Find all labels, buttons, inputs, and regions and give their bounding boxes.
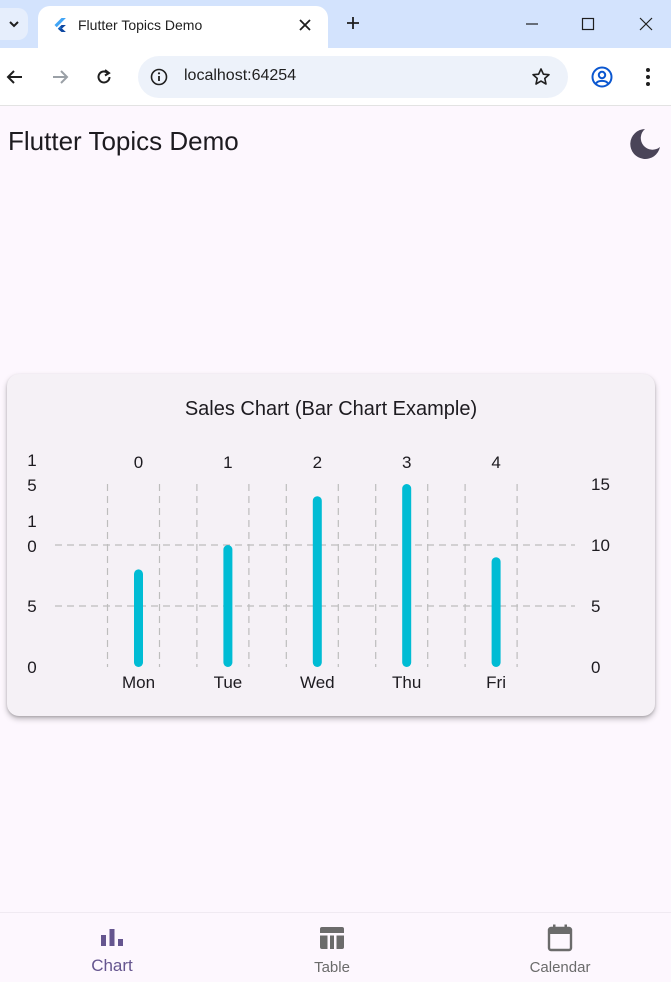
y-tick-label-right: 10 [591, 536, 610, 555]
close-icon [639, 17, 653, 31]
nav-label-chart: Chart [0, 956, 224, 976]
tab-search-button[interactable] [0, 8, 28, 40]
back-button[interactable] [0, 62, 30, 92]
maximize-button[interactable] [573, 10, 603, 38]
bar-chart-icon [97, 923, 127, 953]
address-bar[interactable]: localhost:64254 [138, 56, 568, 98]
table-icon [317, 923, 347, 953]
sales-chart-card: Sales Chart (Bar Chart Example) Mon Tue We… [7, 374, 655, 716]
bar-tue [223, 545, 232, 667]
nav-item-chart[interactable]: Chart [0, 913, 224, 982]
nav-label-table: Table [220, 959, 444, 976]
bar-chart: Mon Tue Wed Thu Fri 0 1 2 3 4 1 5 1 0 5 0 15 10 5 0 [7, 374, 655, 716]
arrow-right-icon [51, 68, 69, 86]
browser-menu-button[interactable] [633, 62, 663, 92]
minimize-icon [525, 17, 539, 31]
y-tick-label-left: 0 [27, 658, 36, 677]
nav-label-calendar: Calendar [448, 959, 671, 976]
top-axis-label: 3 [402, 453, 411, 472]
browser-toolbar: localhost:64254 [0, 48, 671, 106]
bar-wed [313, 496, 322, 667]
x-tick-label: Thu [392, 673, 421, 692]
url-text: localhost:64254 [184, 67, 296, 85]
account-circle-icon [591, 66, 613, 88]
bookmark-star-icon[interactable] [530, 66, 552, 88]
top-axis-label: 4 [491, 453, 500, 472]
y-tick-label-right: 15 [591, 475, 610, 494]
x-tick-label: Wed [300, 673, 335, 692]
bar-mon [134, 569, 143, 667]
y-tick-label-right: 0 [591, 658, 600, 677]
tab-title: Flutter Topics Demo [78, 17, 202, 33]
minimize-button[interactable] [517, 10, 547, 38]
calendar-icon [545, 923, 575, 953]
close-icon [299, 19, 311, 31]
close-tab-button[interactable] [294, 14, 316, 36]
bar-fri [492, 557, 501, 667]
theme-toggle-button[interactable] [627, 126, 663, 162]
close-window-button[interactable] [631, 10, 661, 38]
reload-button[interactable] [89, 62, 119, 92]
profile-button[interactable] [587, 62, 617, 92]
y-tick-label-left: 5 [27, 597, 36, 616]
new-tab-button[interactable] [340, 10, 366, 36]
top-axis-label: 1 [223, 453, 232, 472]
more-vert-icon [645, 67, 651, 87]
top-axis-label: 2 [313, 453, 322, 472]
nav-item-calendar[interactable]: Calendar [448, 913, 671, 982]
x-tick-label: Tue [214, 673, 243, 692]
reload-icon [95, 68, 113, 86]
browser-tab-strip: Flutter Topics Demo [0, 0, 671, 48]
x-tick-label: Fri [486, 673, 506, 692]
maximize-icon [581, 17, 595, 31]
forward-button[interactable] [45, 62, 75, 92]
bottom-navigation: Chart Table Calendar [0, 912, 671, 982]
site-info-icon[interactable] [148, 66, 170, 88]
plus-icon [346, 16, 360, 30]
arrow-left-icon [6, 68, 24, 86]
app-title: Flutter Topics Demo [8, 126, 239, 157]
top-axis-label: 0 [134, 453, 143, 472]
chevron-down-icon [7, 17, 21, 31]
y-tick-label-right: 5 [591, 597, 600, 616]
browser-tab[interactable]: Flutter Topics Demo [38, 6, 328, 48]
bar-thu [402, 484, 411, 667]
x-tick-label: Mon [122, 673, 155, 692]
dark-mode-moon-icon [628, 127, 662, 161]
flutter-logo-icon [52, 17, 68, 33]
nav-item-table[interactable]: Table [220, 913, 444, 982]
